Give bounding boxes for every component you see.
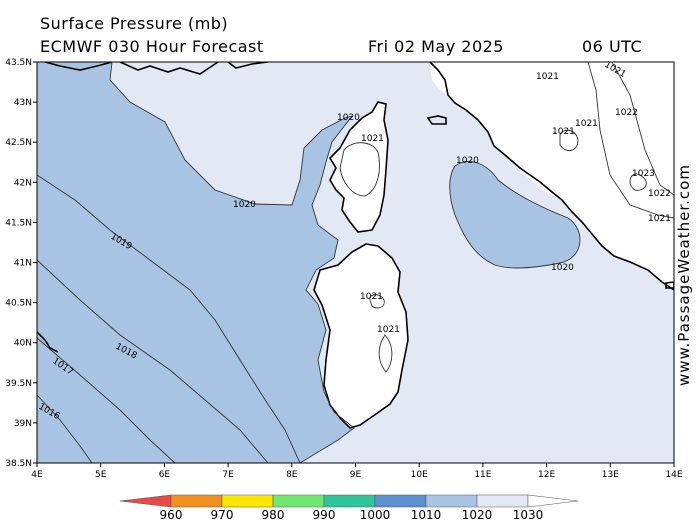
forecast-date: Fri 02 May 2025 [368, 37, 504, 56]
lat-tick-label: 40.5N [5, 299, 32, 309]
sea-band-1010-1020-tyrrhenian [449, 161, 580, 268]
isobar-1021-east [587, 62, 674, 219]
contour-label-1020-west: 1020 [233, 200, 256, 210]
isobar-1016 [37, 394, 93, 463]
isobar-1017 [37, 337, 176, 463]
lon-tick-label: 6E [159, 470, 171, 480]
lat-tick-label: 43N [14, 98, 32, 108]
model-label: ECMWF 030 Hour Forecast [40, 37, 264, 56]
lon-tick-label: 12E [538, 470, 555, 480]
isobar-1021-corsica [339, 142, 380, 197]
forecast-time: 06 UTC [582, 37, 643, 56]
contour-label-1020-tyrrhenian-s: 1020 [551, 263, 574, 273]
isobar-1021-sardinia-n [369, 294, 385, 309]
scale-swatch [425, 494, 478, 508]
lon-tick-label: 5E [95, 470, 107, 480]
isobar-1020-west [109, 62, 353, 206]
lon-tick-label: 8E [286, 470, 298, 480]
scale-label: 970 [210, 508, 234, 522]
contour-label-1021-ne: 1021 [552, 127, 575, 137]
isobar-1019 [37, 174, 301, 463]
lat-tick-label: 41.5N [5, 218, 32, 228]
scale-swatch [374, 494, 427, 508]
lat-tick-label: 39N [14, 419, 32, 429]
contour-label-1021-east: 1021 [575, 119, 598, 129]
contour-label-1020-north: 1020 [337, 113, 360, 123]
scale-label: 980 [261, 508, 285, 522]
lon-tick-label: 4E [31, 470, 43, 480]
scale-arrow-low [119, 494, 172, 508]
isobar-1023 [629, 173, 647, 191]
coastline-north [44, 62, 269, 75]
scale-label: 990 [312, 508, 336, 522]
lon-tick-label: 10E [411, 470, 428, 480]
scale-swatch [221, 494, 274, 508]
coastline-italy [429, 62, 674, 291]
coastline-africa-edge [37, 331, 59, 353]
coastline-corsica [328, 101, 389, 233]
lat-tick-label: 38.5N [5, 459, 32, 469]
contour-label-1021-sardinia-s: 1021 [377, 325, 400, 335]
latitude-axis: 43.5N 43N 42.5N 42N 41.5N 41N 40.5N 40N 39.5N 39N… [5, 58, 37, 469]
scale-label: 1010 [410, 508, 442, 522]
coastline-sicily-edge [665, 281, 674, 289]
contour-label-1021-corsica: 1021 [361, 134, 384, 144]
lon-tick-label: 14E [665, 470, 682, 480]
scale-swatch [272, 494, 325, 508]
isobar-1022 [611, 62, 674, 196]
scale-swatch [476, 494, 529, 508]
scale-swatch [170, 494, 223, 508]
lon-tick-label: 13E [602, 470, 619, 480]
lat-tick-label: 42.5N [5, 138, 32, 148]
scale-label: 960 [159, 508, 183, 522]
scale-arrow-high [527, 494, 579, 508]
lat-tick-label: 43.5N [5, 58, 32, 68]
contour-label-1020-tyrrhenian-n: 1020 [456, 156, 479, 166]
scale-label: 1030 [512, 508, 544, 522]
lat-tick-label: 40N [14, 339, 32, 349]
lon-tick-label: 7E [222, 470, 234, 480]
scale-label: 1000 [359, 508, 391, 522]
isobar-1018 [37, 259, 269, 463]
watermark-text: www.PassageWeather.com [675, 164, 693, 386]
lon-tick-label: 9E [350, 470, 362, 480]
isobar-1021-sardinia-s [378, 334, 393, 373]
contour-label-1022-s: 1022 [648, 189, 671, 199]
lat-tick-label: 41N [14, 259, 32, 269]
isobar-1021-ne [559, 129, 579, 151]
contour-label-1022-n: 1022 [615, 108, 638, 118]
scale-swatch [323, 494, 376, 508]
lat-tick-label: 42N [14, 178, 32, 188]
map-title: Surface Pressure (mb) [40, 14, 229, 33]
isobar-1020-south [299, 115, 355, 463]
land-italy-peninsula [430, 62, 674, 290]
contour-label-1021-sardinia-n: 1021 [360, 292, 383, 302]
sea-band-1010-1020-west [37, 62, 354, 463]
isobar-1020-tyrrhenian [449, 160, 581, 269]
coastline-elba [426, 115, 447, 125]
color-scale-bar [119, 494, 579, 508]
lon-tick-label: 11E [474, 470, 491, 480]
coastline-sardinia [313, 243, 409, 429]
lat-tick-label: 39.5N [5, 379, 32, 389]
contour-label-1021-top: 1021 [536, 72, 559, 82]
longitude-axis: 4E 5E 6E 7E 8E 9E 10E 11E 12E 13E 14E [31, 463, 683, 480]
scale-label: 1020 [461, 508, 493, 522]
land-sardinia [314, 244, 408, 428]
watermark-container: www.PassageWeather.com [674, 150, 694, 400]
contour-label-1023: 1023 [632, 169, 655, 179]
contour-label-1021-se: 1021 [648, 214, 671, 224]
